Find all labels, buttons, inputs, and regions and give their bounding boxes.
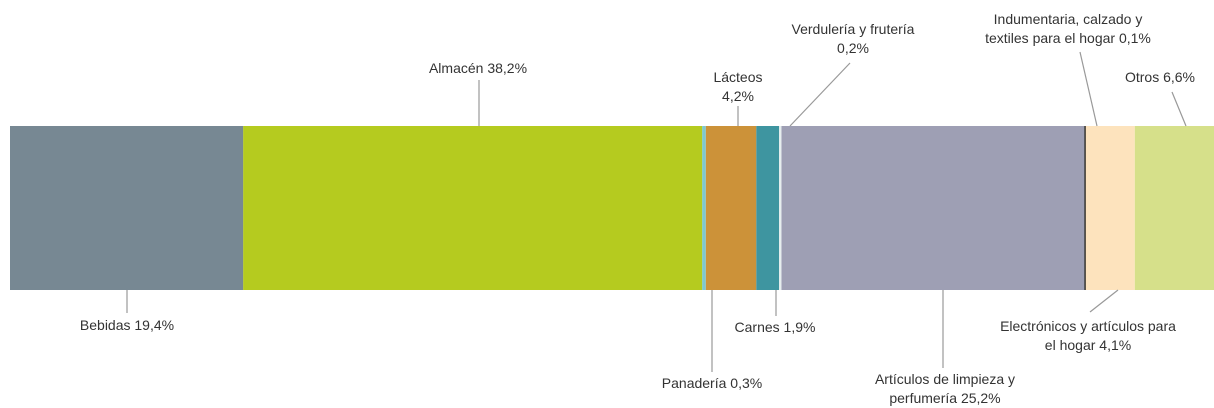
value-label: 38,2% (487, 60, 528, 76)
bar-segment (781, 126, 1085, 290)
value-label: 0,1% (1118, 30, 1151, 46)
bar-segment (1084, 126, 1086, 290)
bar-segment (779, 126, 782, 290)
category-name: Bebidas (79, 317, 131, 333)
value-label: 0,3% (730, 375, 763, 391)
segment-label: Otros 6,6% (1090, 68, 1214, 87)
segment-label: Verdulería y frutería 0,2% (773, 20, 933, 58)
leader-line (1079, 51, 1098, 127)
value-label: 25,2% (960, 390, 1001, 406)
value-label: 6,6% (1163, 69, 1196, 85)
category-name: Artículos de limpieza y perfumería (874, 371, 1016, 406)
category-name: Lácteos (713, 69, 763, 85)
value-label: 4,1% (1099, 337, 1132, 353)
segment-label: Electrónicos y artículos para el hogar 4… (999, 317, 1177, 355)
category-name: Otros (1124, 69, 1160, 85)
value-label: 4,2% (722, 88, 754, 104)
bar-segment (705, 126, 757, 290)
category-name: Electrónicos y artículos para el hogar (1000, 318, 1176, 353)
segment-label: Indumentaria, calzado y textiles para el… (970, 10, 1166, 48)
category-name: Carnes (734, 319, 780, 335)
segment-label: Carnes 1,9% (675, 318, 875, 337)
bar-segment (756, 126, 780, 290)
bar-segment (1085, 126, 1135, 290)
bar-segment (10, 126, 244, 290)
category-name: Verdulería y frutería (791, 21, 915, 37)
bar-segment (702, 126, 706, 290)
leader-line (1171, 91, 1187, 127)
leader-line (789, 62, 851, 127)
category-name: Almacén (428, 60, 484, 76)
bar-segment (1134, 126, 1214, 290)
leader-line (1089, 289, 1119, 313)
bar-segment (243, 126, 703, 290)
segment-label: Artículos de limpieza y perfumería 25,2% (856, 370, 1034, 408)
segment-label: Panadería 0,3% (612, 374, 812, 393)
value-label: 19,4% (134, 317, 175, 333)
value-label: 0,2% (837, 40, 869, 56)
segment-label: Lácteos 4,2% (698, 68, 778, 106)
value-label: 1,9% (783, 319, 816, 335)
segment-label: Almacén 38,2% (378, 59, 578, 78)
category-name: Panadería (661, 375, 727, 391)
segment-label: Bebidas 19,4% (27, 316, 227, 335)
category-name: Indumentaria, calzado y textiles para el… (985, 11, 1143, 46)
